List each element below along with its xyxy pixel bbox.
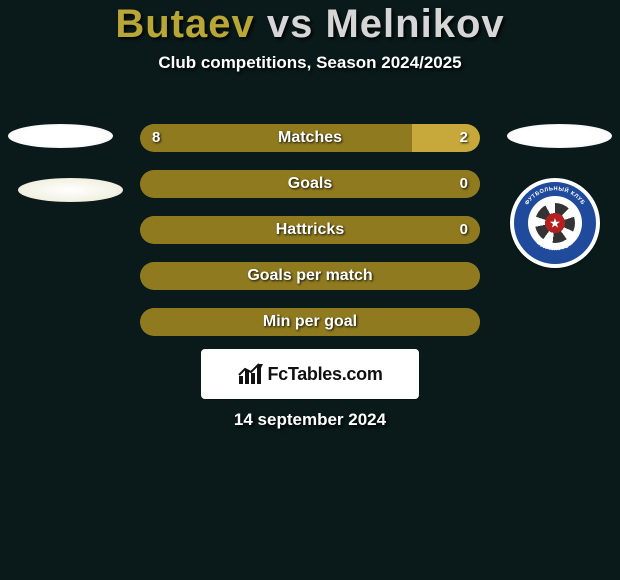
stat-value-right: 0 (460, 170, 468, 198)
stat-bar-left (140, 124, 412, 152)
club-inner: ★ (528, 196, 582, 250)
subtitle: Club competitions, Season 2024/2025 (0, 53, 620, 73)
stat-bar-right (412, 124, 480, 152)
title-player2: Melnikov (325, 2, 504, 46)
bar-chart-icon (237, 362, 263, 386)
stat-value-right: 2 (460, 124, 468, 152)
stat-row-hattricks: Hattricks0 (140, 216, 480, 244)
title-player1: Butaev (115, 2, 254, 46)
club-star-icon: ★ (549, 217, 561, 230)
h2h-chart: Matches82Goals0Hattricks0Goals per match… (140, 124, 480, 354)
brand-text: FcTables.com (267, 364, 382, 385)
stat-bar-left (140, 262, 480, 290)
stat-row-matches: Matches82 (140, 124, 480, 152)
stat-bar-left (140, 170, 480, 198)
player1-club-placeholder (18, 178, 123, 202)
stat-value-right: 0 (460, 216, 468, 244)
date-text: 14 september 2024 (0, 410, 620, 430)
player2-club-badge: ФУТБОЛЬНЫЙ КЛУБ «КАМАЗ» ★ (510, 178, 600, 268)
stat-row-goals-per-match: Goals per match (140, 262, 480, 290)
player1-photo-placeholder (8, 124, 113, 148)
title-vs: vs (267, 2, 314, 46)
stat-bar-left (140, 216, 480, 244)
stat-bar-left (140, 308, 480, 336)
brand-badge[interactable]: FcTables.com (201, 349, 419, 399)
stat-row-min-per-goal: Min per goal (140, 308, 480, 336)
player2-photo-placeholder (507, 124, 612, 148)
stat-row-goals: Goals0 (140, 170, 480, 198)
stat-value-left: 8 (152, 124, 160, 152)
page-title: Butaev vs Melnikov (0, 2, 620, 47)
